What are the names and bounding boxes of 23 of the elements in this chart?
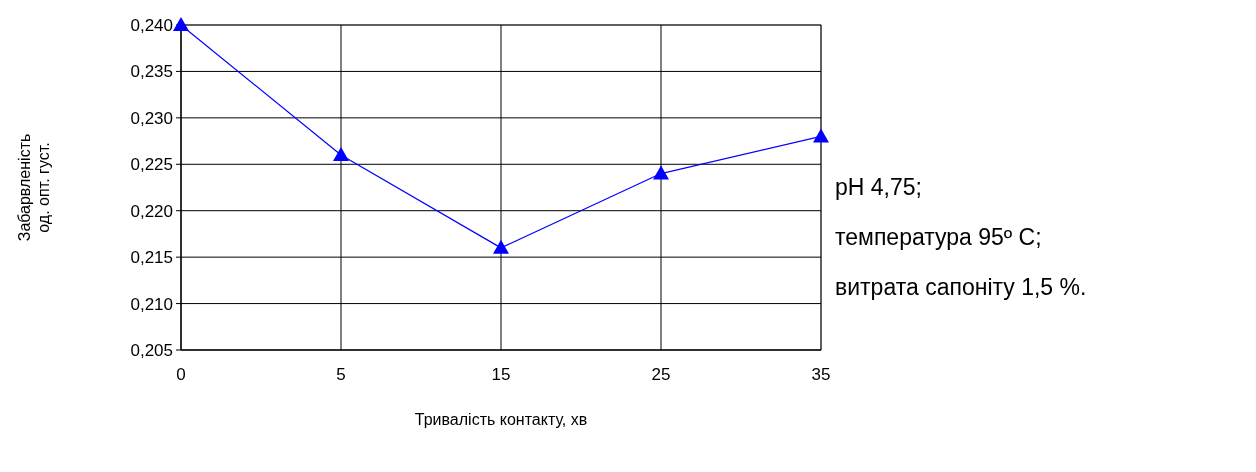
point <box>493 239 509 254</box>
point <box>653 165 669 180</box>
x-tick-label: 25 <box>651 365 671 384</box>
point <box>813 128 829 143</box>
text: температура 95º C; <box>835 224 1042 250</box>
point <box>173 17 189 31</box>
x-tick-label: 5 <box>336 365 346 384</box>
x-tick-label: 15 <box>491 365 511 384</box>
text: витрата сапоніту 1,5 %. <box>835 274 1087 300</box>
y-tick-label: 0,240 <box>130 15 173 35</box>
x-tick-label: 35 <box>811 365 831 384</box>
y-tick-label: 0,230 <box>130 108 173 128</box>
y-tick-label: 0,235 <box>130 62 173 82</box>
x-axis-title: Тривалість контакту, хв <box>414 411 588 428</box>
y-tick-label: 0,215 <box>130 248 173 268</box>
text: pH 4,75; <box>835 174 922 200</box>
y-tick-label: 0,225 <box>130 155 173 175</box>
y-axis-title: Забарвленість од. опт. густ. <box>16 133 52 242</box>
y-tick-label: 0,210 <box>130 294 173 314</box>
y-tick-label: 0,220 <box>130 201 173 221</box>
x-tick-label: 0 <box>176 365 186 384</box>
point <box>333 147 349 161</box>
y-tick-label: 0,205 <box>130 340 173 360</box>
